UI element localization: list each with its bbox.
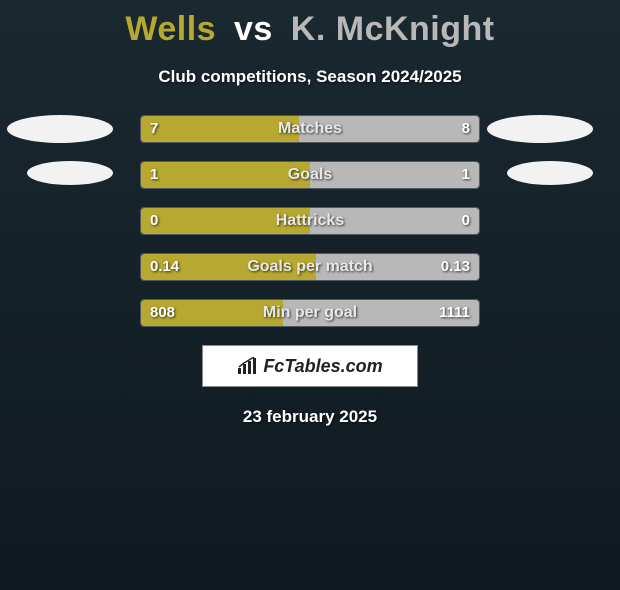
player-ellipse xyxy=(507,161,593,185)
metric-label: Min per goal xyxy=(140,299,480,327)
player1-name: Wells xyxy=(125,10,216,48)
stat-row: 8081111Min per goal xyxy=(0,299,620,327)
metric-label: Hattricks xyxy=(140,207,480,235)
stat-row: 0.140.13Goals per match xyxy=(0,253,620,281)
chart-icon xyxy=(237,357,259,375)
logo-box: FcTables.com xyxy=(202,345,418,387)
subtitle: Club competitions, Season 2024/2025 xyxy=(0,67,620,87)
player-ellipse xyxy=(7,115,113,143)
logo-text: FcTables.com xyxy=(263,356,382,377)
comparison-title: Wells vs K. McKnight xyxy=(0,10,620,49)
metric-label: Matches xyxy=(140,115,480,143)
metric-label: Goals xyxy=(140,161,480,189)
stat-row: 00Hattricks xyxy=(0,207,620,235)
chart-area: 78Matches11Goals00Hattricks0.140.13Goals… xyxy=(0,115,620,327)
player-ellipse xyxy=(487,115,593,143)
player-ellipse xyxy=(27,161,113,185)
player2-name: K. McKnight xyxy=(291,10,495,48)
metric-label: Goals per match xyxy=(140,253,480,281)
vs-text: vs xyxy=(234,10,273,48)
date: 23 february 2025 xyxy=(0,407,620,427)
logo: FcTables.com xyxy=(237,356,382,377)
